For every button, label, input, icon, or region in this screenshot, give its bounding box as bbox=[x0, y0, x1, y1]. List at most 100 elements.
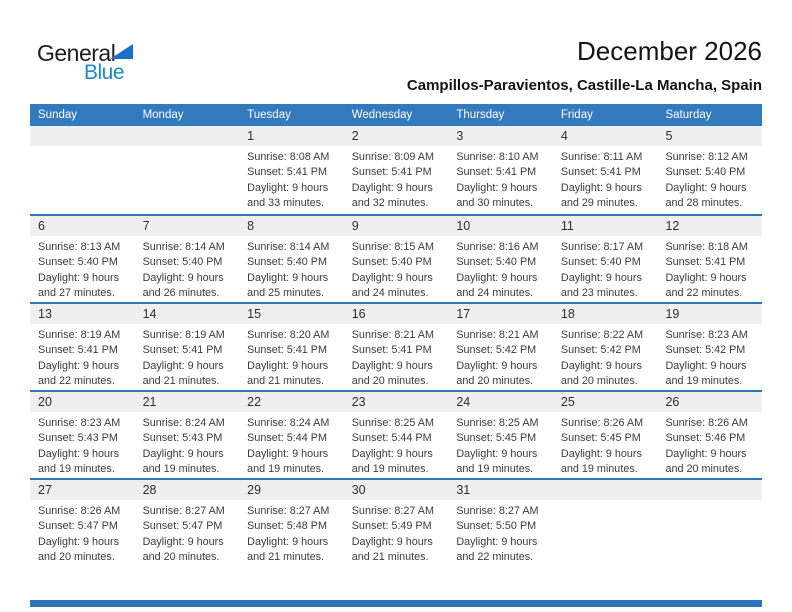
day-details bbox=[135, 146, 240, 150]
day-cell: 18 Sunrise: 8:22 AM Sunset: 5:42 PM Dayligh… bbox=[552, 304, 658, 390]
day-detail-line: and 30 minutes. bbox=[456, 196, 534, 209]
day-detail-line: Sunset: 5:40 PM bbox=[142, 256, 223, 269]
day-cell: 12 Sunrise: 8:18 AM Sunset: 5:41 PM Dayligh… bbox=[657, 216, 763, 302]
day-details: Sunrise: 8:20 AM Sunset: 5:41 PM Daylight:… bbox=[239, 324, 344, 389]
day-detail-line: and 19 minutes. bbox=[456, 462, 534, 475]
day-details: Sunrise: 8:27 AM Sunset: 5:50 PM Daylight:… bbox=[448, 500, 553, 565]
day-number bbox=[30, 126, 135, 146]
empty-cell bbox=[552, 480, 658, 566]
day-cell: 1 Sunrise: 8:08 AM Sunset: 5:41 PM Daylight… bbox=[239, 126, 344, 214]
day-detail-line: Sunset: 5:40 PM bbox=[351, 256, 432, 269]
day-detail-line: Daylight: 9 hours bbox=[560, 271, 642, 284]
day-detail-line: Sunrise: 8:11 AM bbox=[560, 151, 643, 163]
day-detail-line: Daylight: 9 hours bbox=[38, 535, 120, 548]
day-number: 31 bbox=[448, 480, 553, 500]
day-cell: 19 Sunrise: 8:23 AM Sunset: 5:42 PM Dayligh… bbox=[657, 304, 763, 390]
day-cell: 10 Sunrise: 8:16 AM Sunset: 5:40 PM Dayligh… bbox=[448, 216, 553, 302]
week-row: 20 Sunrise: 8:23 AM Sunset: 5:43 PM Dayligh… bbox=[30, 390, 763, 478]
calendar-table: Sunday Monday Tuesday Wednesday Thursday Frid… bbox=[30, 104, 763, 566]
day-details: Sunrise: 8:24 AM Sunset: 5:44 PM Daylight:… bbox=[239, 412, 344, 477]
day-cell: 22 Sunrise: 8:24 AM Sunset: 5:44 PM Dayligh… bbox=[239, 392, 344, 478]
day-detail-line: Sunrise: 8:12 AM bbox=[665, 151, 748, 163]
day-details: Sunrise: 8:26 AM Sunset: 5:45 PM Daylight:… bbox=[553, 412, 658, 477]
day-cell: 25 Sunrise: 8:26 AM Sunset: 5:45 PM Dayligh… bbox=[552, 392, 658, 478]
day-detail-line: Sunrise: 8:27 AM bbox=[456, 505, 539, 517]
day-number: 7 bbox=[134, 216, 240, 236]
logo-text-general: General bbox=[37, 40, 116, 66]
day-number: 11 bbox=[552, 216, 658, 236]
day-detail-line: Daylight: 9 hours bbox=[351, 447, 433, 460]
day-detail-line: and 20 minutes. bbox=[142, 550, 220, 563]
day-cell: 14 Sunrise: 8:19 AM Sunset: 5:41 PM Dayligh… bbox=[134, 304, 240, 390]
day-cell: 8 Sunrise: 8:14 AM Sunset: 5:40 PM Daylight… bbox=[239, 216, 344, 302]
day-detail-line: and 21 minutes. bbox=[247, 374, 324, 387]
weekday-header-row: Sunday Monday Tuesday Wednesday Thursday Frid… bbox=[30, 104, 762, 126]
day-cell: 20 Sunrise: 8:23 AM Sunset: 5:43 PM Dayligh… bbox=[30, 392, 135, 478]
day-detail-line: and 19 minutes. bbox=[38, 462, 115, 475]
day-details: Sunrise: 8:09 AM Sunset: 5:41 PM Daylight:… bbox=[344, 146, 449, 211]
day-detail-line: Sunset: 5:40 PM bbox=[665, 166, 746, 179]
day-detail-line: and 24 minutes. bbox=[456, 286, 534, 299]
day-detail-line: Sunset: 5:41 PM bbox=[560, 166, 641, 179]
weekday-label: Wednesday bbox=[351, 109, 413, 121]
day-detail-line: Sunrise: 8:19 AM bbox=[38, 329, 121, 341]
day-number: 1 bbox=[239, 126, 344, 146]
weekday-label: Saturday bbox=[665, 109, 712, 121]
day-number: 28 bbox=[134, 480, 240, 500]
day-detail-line: Sunrise: 8:17 AM bbox=[560, 241, 644, 253]
day-cell: 24 Sunrise: 8:25 AM Sunset: 5:45 PM Dayligh… bbox=[448, 392, 553, 478]
day-number: 23 bbox=[343, 392, 449, 412]
day-detail-line: Sunset: 5:45 PM bbox=[560, 432, 641, 445]
day-detail-line: Sunrise: 8:21 AM bbox=[456, 329, 539, 341]
day-details: Sunrise: 8:21 AM Sunset: 5:41 PM Daylight:… bbox=[344, 324, 449, 389]
day-detail-line: and 19 minutes. bbox=[665, 374, 743, 387]
day-detail-line: Sunrise: 8:10 AM bbox=[456, 151, 539, 163]
weekday-label: Monday bbox=[142, 109, 184, 121]
day-number: 25 bbox=[552, 392, 658, 412]
day-detail-line: and 20 minutes. bbox=[456, 374, 534, 387]
day-number bbox=[134, 126, 240, 146]
day-detail-line: and 29 minutes. bbox=[560, 196, 638, 209]
day-detail-line: Daylight: 9 hours bbox=[665, 271, 747, 284]
day-detail-line: Sunrise: 8:26 AM bbox=[38, 505, 121, 517]
day-detail-line: Daylight: 9 hours bbox=[560, 181, 642, 194]
day-details: Sunrise: 8:26 AM Sunset: 5:47 PM Daylight:… bbox=[30, 500, 135, 565]
day-detail-line: Daylight: 9 hours bbox=[38, 359, 120, 372]
day-cell: 21 Sunrise: 8:24 AM Sunset: 5:43 PM Dayligh… bbox=[134, 392, 240, 478]
day-details bbox=[30, 146, 135, 150]
day-cell: 4 Sunrise: 8:11 AM Sunset: 5:41 PM Daylight… bbox=[552, 126, 658, 214]
day-number bbox=[552, 480, 658, 500]
day-details bbox=[553, 500, 658, 504]
weekday-label: Tuesday bbox=[247, 109, 291, 121]
week-row: 6 Sunrise: 8:13 AM Sunset: 5:40 PM Daylight… bbox=[30, 214, 763, 302]
day-detail-line: Sunrise: 8:25 AM bbox=[351, 417, 434, 429]
day-detail-line: Sunrise: 8:26 AM bbox=[560, 417, 644, 429]
day-number: 6 bbox=[30, 216, 135, 236]
calendar-grid: 1 Sunrise: 8:08 AM Sunset: 5:41 PM Daylight… bbox=[30, 126, 763, 566]
day-detail-line: Sunrise: 8:24 AM bbox=[247, 417, 330, 429]
day-detail-line: Daylight: 9 hours bbox=[351, 535, 433, 548]
day-detail-line: and 28 minutes. bbox=[665, 196, 743, 209]
day-number: 20 bbox=[30, 392, 135, 412]
day-detail-line: Sunset: 5:40 PM bbox=[38, 256, 118, 269]
day-detail-line: Sunset: 5:44 PM bbox=[351, 432, 432, 445]
general-blue-logo: General Blue bbox=[37, 40, 177, 88]
empty-cell bbox=[657, 480, 763, 566]
day-detail-line: and 23 minutes. bbox=[560, 286, 638, 299]
day-details bbox=[657, 500, 762, 504]
day-details: Sunrise: 8:19 AM Sunset: 5:41 PM Daylight:… bbox=[30, 324, 135, 389]
day-detail-line: and 19 minutes. bbox=[247, 462, 324, 475]
day-detail-line: Sunrise: 8:09 AM bbox=[351, 151, 434, 163]
day-number: 26 bbox=[657, 392, 763, 412]
day-cell: 11 Sunrise: 8:17 AM Sunset: 5:40 PM Dayligh… bbox=[552, 216, 658, 302]
page-title: December 2026 bbox=[577, 36, 762, 66]
day-details: Sunrise: 8:15 AM Sunset: 5:40 PM Daylight:… bbox=[344, 236, 449, 301]
day-detail-line: Sunrise: 8:14 AM bbox=[142, 241, 225, 253]
day-detail-line: Daylight: 9 hours bbox=[456, 535, 538, 548]
day-cell: 7 Sunrise: 8:14 AM Sunset: 5:40 PM Daylight… bbox=[134, 216, 240, 302]
day-detail-line: Daylight: 9 hours bbox=[351, 271, 433, 284]
day-detail-line: and 32 minutes. bbox=[351, 196, 429, 209]
footer-bar bbox=[30, 600, 762, 607]
day-detail-line: Sunrise: 8:14 AM bbox=[247, 241, 330, 253]
day-detail-line: Daylight: 9 hours bbox=[142, 271, 224, 284]
